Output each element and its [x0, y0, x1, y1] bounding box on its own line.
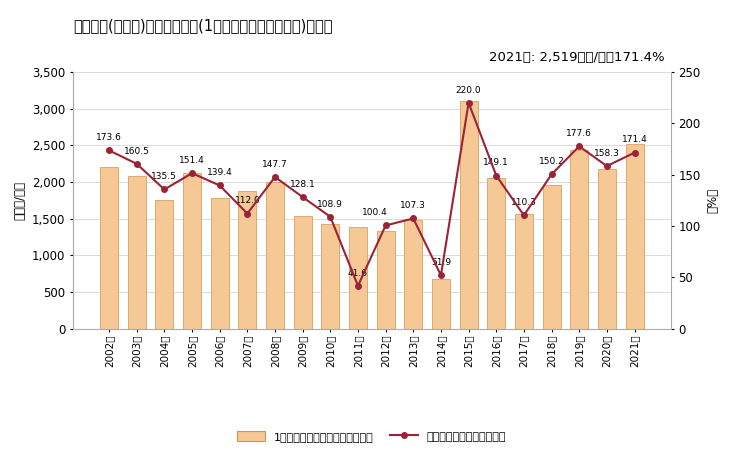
Y-axis label: ［万円/人］: ［万円/人］ [13, 181, 26, 220]
Text: 220.0: 220.0 [456, 86, 481, 94]
Text: 2021年: 2,519万円/人，171.4%: 2021年: 2,519万円/人，171.4% [489, 51, 665, 64]
Bar [459, 101, 477, 328]
Bar [321, 224, 339, 328]
Bar [598, 170, 616, 328]
Bar [377, 231, 394, 328]
Text: 177.6: 177.6 [566, 129, 592, 138]
Text: 139.4: 139.4 [207, 168, 233, 177]
Bar [238, 191, 257, 328]
Legend: 1人当たり粗付加価値額（左軸）, 対全国比（右軸）（右軸）: 1人当たり粗付加価値額（左軸）, 対全国比（右軸）（右軸） [233, 427, 511, 446]
Bar [625, 144, 644, 328]
Text: 160.5: 160.5 [124, 147, 149, 156]
Bar [432, 279, 450, 328]
Text: 110.3: 110.3 [511, 198, 537, 207]
Text: 150.2: 150.2 [539, 157, 564, 166]
Text: 135.5: 135.5 [152, 172, 177, 181]
Text: 149.1: 149.1 [483, 158, 509, 167]
Bar [542, 185, 561, 328]
Bar [349, 227, 367, 328]
Bar [487, 178, 505, 328]
Text: 147.7: 147.7 [262, 160, 288, 169]
Text: 100.4: 100.4 [362, 208, 387, 217]
Text: 151.4: 151.4 [179, 156, 205, 165]
Text: 112.0: 112.0 [235, 196, 260, 205]
Bar [266, 182, 284, 328]
Text: 171.4: 171.4 [622, 135, 647, 144]
Text: 128.1: 128.1 [289, 180, 316, 189]
Bar [155, 199, 174, 328]
Bar [211, 198, 229, 328]
Bar [100, 167, 118, 328]
Text: 173.6: 173.6 [96, 133, 122, 142]
Bar [570, 150, 588, 328]
Y-axis label: ［%］: ［%］ [706, 188, 719, 213]
Bar [128, 176, 146, 328]
Text: 158.3: 158.3 [594, 149, 620, 158]
Text: 107.3: 107.3 [400, 201, 426, 210]
Text: 41.6: 41.6 [348, 269, 368, 278]
Bar [405, 220, 422, 328]
Bar [183, 173, 201, 328]
Text: 芫小牛市(北海道)の労働生産性(1人当たり粗付加価値額)の推移: 芫小牛市(北海道)の労働生産性(1人当たり粗付加価値額)の推移 [73, 18, 332, 33]
Text: 51.9: 51.9 [431, 258, 451, 267]
Bar [515, 214, 533, 328]
Text: 108.9: 108.9 [317, 199, 343, 208]
Bar [294, 216, 311, 328]
